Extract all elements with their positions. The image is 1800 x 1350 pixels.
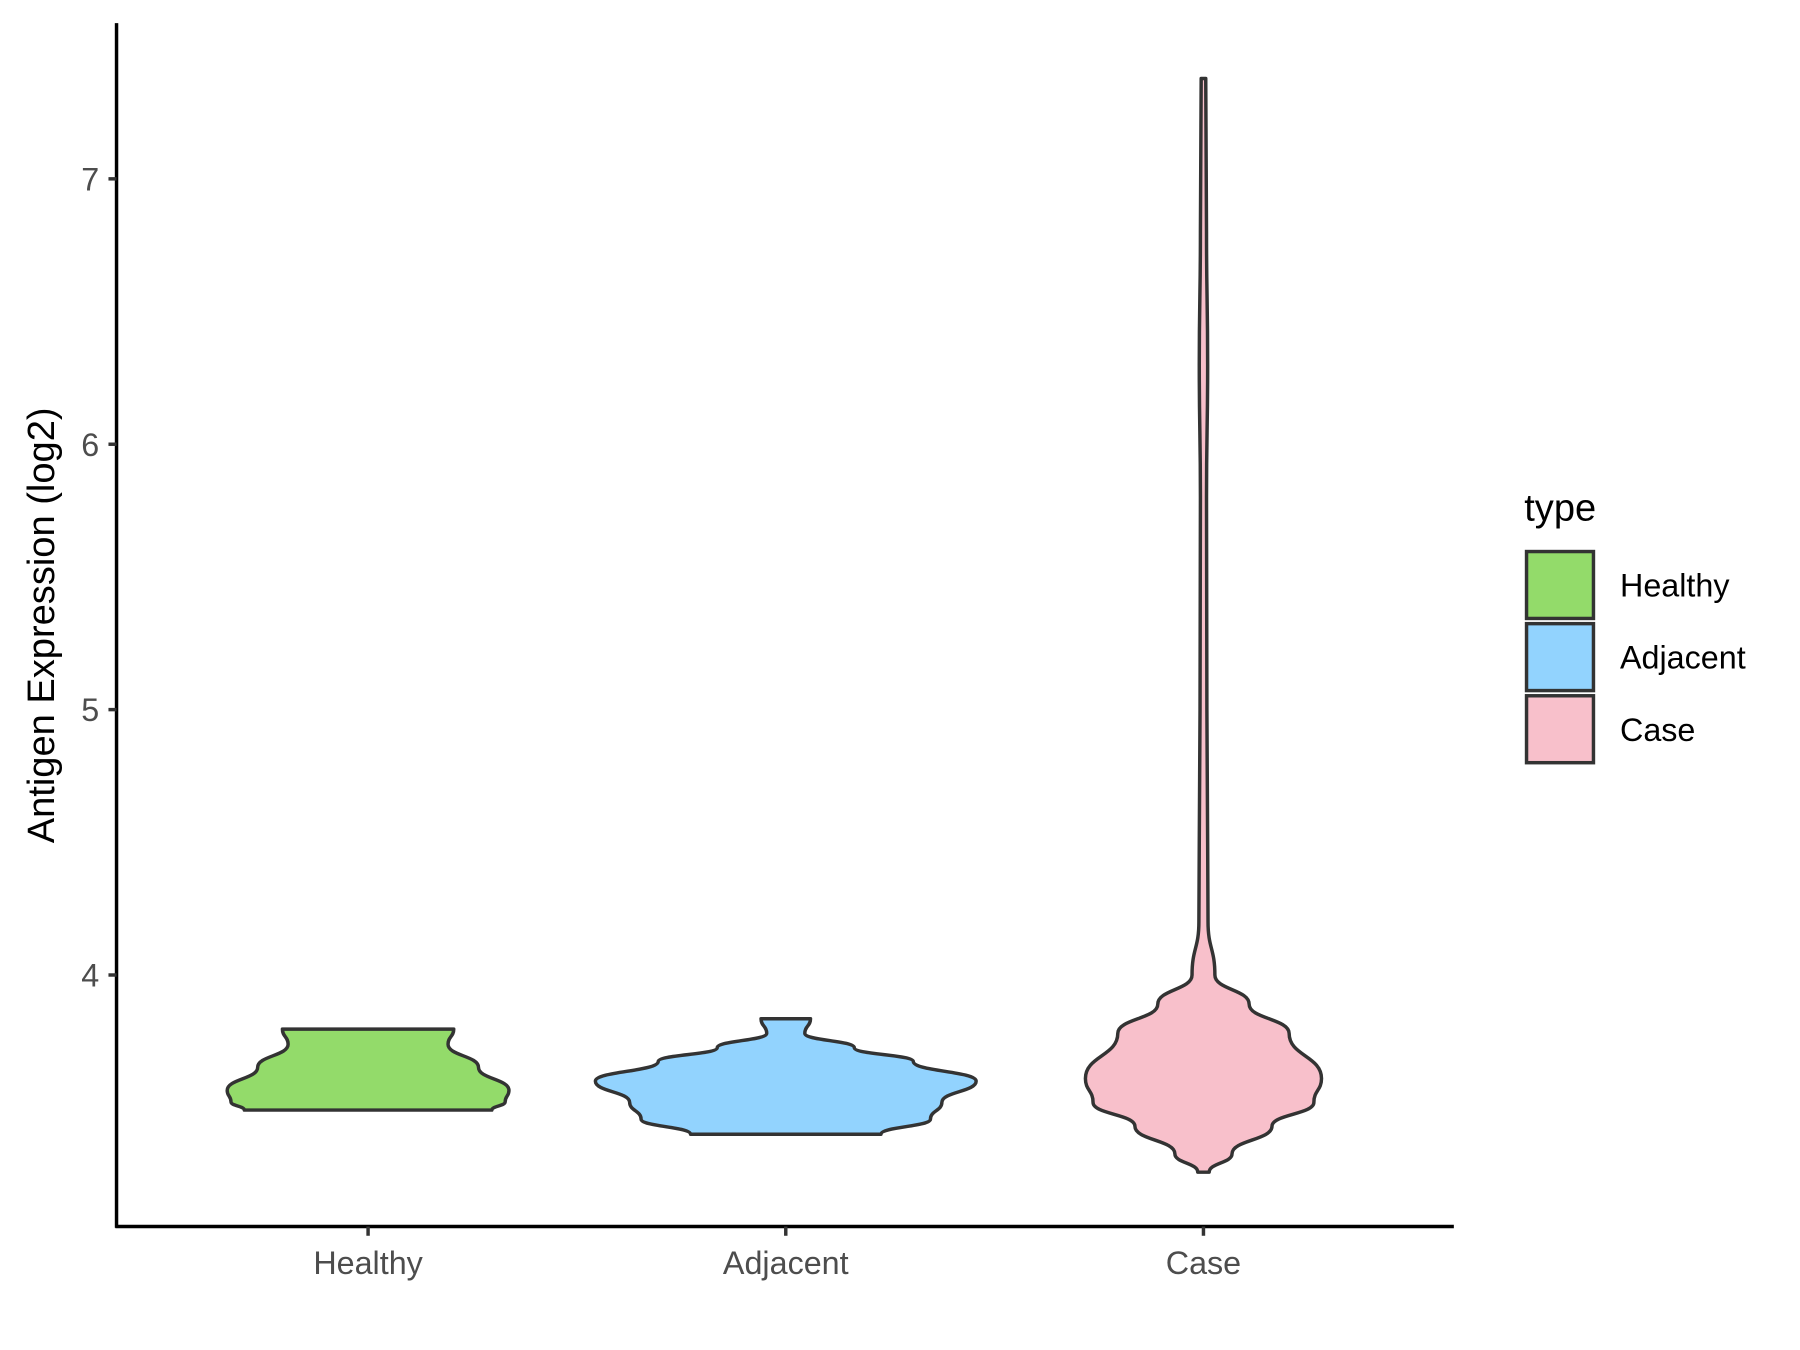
legend-swatch-case (1524, 694, 1596, 765)
violin-case (1083, 76, 1324, 1174)
legend-swatch-healthy (1524, 549, 1596, 621)
x-tick-label: Adjacent (723, 1245, 849, 1281)
violin-adjacent (593, 1017, 978, 1136)
y-ticks: 4 5 6 7 (81, 161, 117, 994)
violins (225, 76, 1324, 1174)
y-tick-label: 6 (81, 427, 99, 463)
y-axis-label: Antigen Expression (log2) (21, 407, 63, 843)
legend-label: Adjacent (1620, 640, 1746, 676)
y-tick-label: 4 (81, 958, 99, 994)
legend-swatch-adjacent (1524, 621, 1596, 693)
legend-label: Healthy (1620, 568, 1730, 604)
x-tick-label: Healthy (313, 1245, 423, 1281)
legend-label: Case (1620, 712, 1695, 748)
y-tick-label: 5 (81, 692, 99, 728)
x-tick-label: Case (1166, 1245, 1241, 1281)
y-tick-label: 7 (81, 161, 99, 197)
violin-healthy (225, 1027, 511, 1112)
legend-title: type (1524, 487, 1596, 529)
x-ticks: Healthy Adjacent Case (313, 1226, 1241, 1281)
legend: type Healthy Adjacent Case (1524, 487, 1746, 765)
